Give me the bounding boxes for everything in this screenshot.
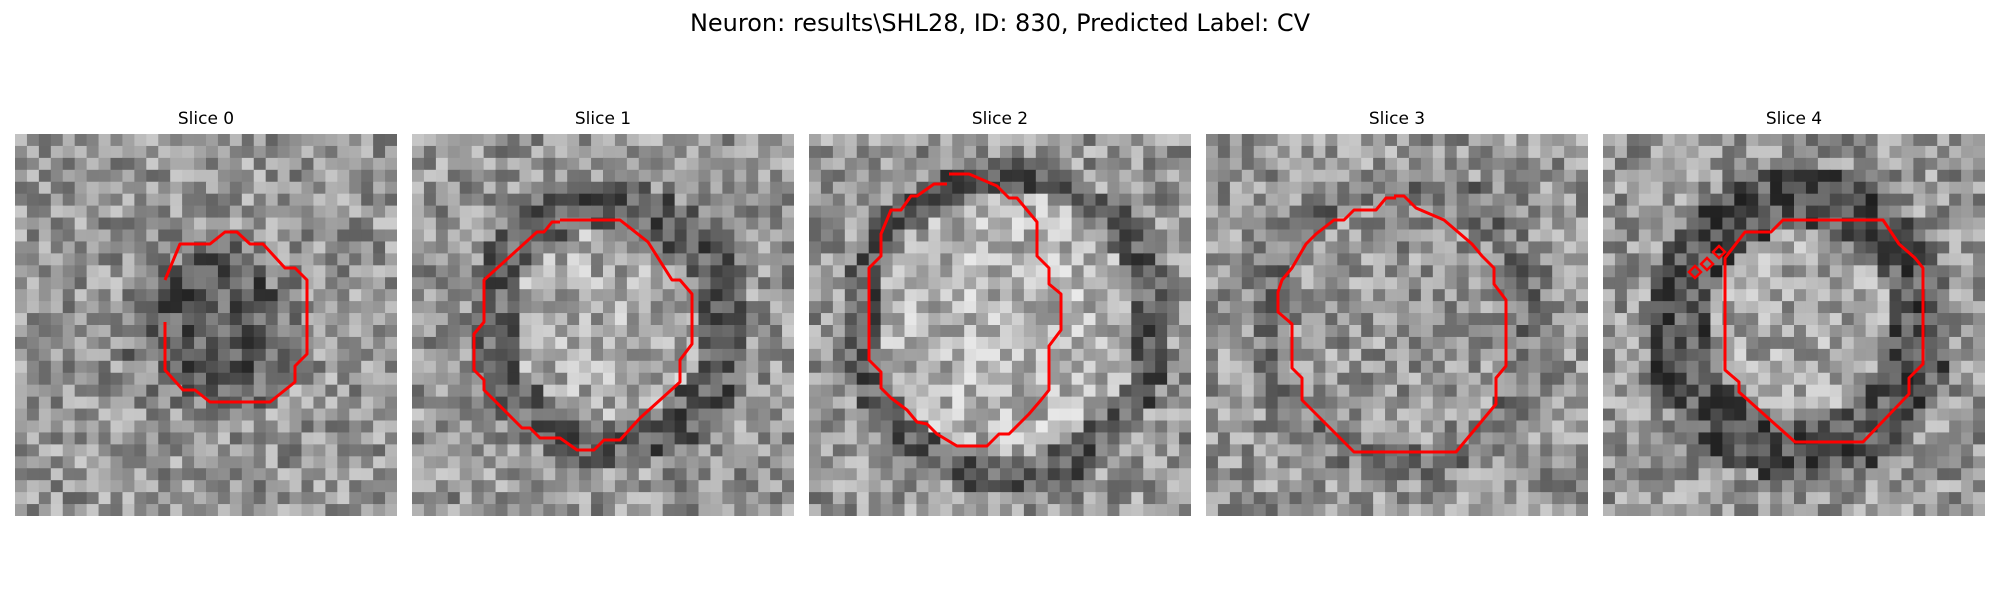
- slice-4-svg: [1603, 134, 1985, 516]
- slice-0-image: [15, 134, 397, 516]
- slice-4-image: [1603, 134, 1985, 516]
- slice-4-marker-b: [1699, 256, 1715, 272]
- slice-2-contour: [867, 172, 1063, 448]
- slice-4-marker-a: [1687, 264, 1703, 280]
- slice-0-title: Slice 0: [177, 109, 235, 129]
- slice-4-title: Slice 4: [1765, 109, 1823, 129]
- slice-3-svg: [1206, 134, 1588, 516]
- slice-1-contour: [472, 218, 694, 452]
- slice-2-svg: [809, 134, 1191, 516]
- slice-1-svg: [412, 134, 794, 516]
- figure-title: Neuron: results\SHL28, ID: 830, Predicte…: [689, 9, 1311, 37]
- slice-2-title: Slice 2: [971, 109, 1029, 129]
- slice-0-contour: [163, 230, 309, 404]
- slice-2-image: [809, 134, 1191, 516]
- slice-3-image: [1206, 134, 1588, 516]
- slice-4-marker-c: [1711, 244, 1727, 260]
- slice-4-contour: [1723, 218, 1925, 444]
- slice-3-title: Slice 3: [1368, 109, 1426, 129]
- slice-1-image: [412, 134, 794, 516]
- slice-1-title: Slice 1: [574, 109, 632, 129]
- slice-3-contour: [1276, 194, 1508, 454]
- slice-0-svg: [15, 134, 397, 516]
